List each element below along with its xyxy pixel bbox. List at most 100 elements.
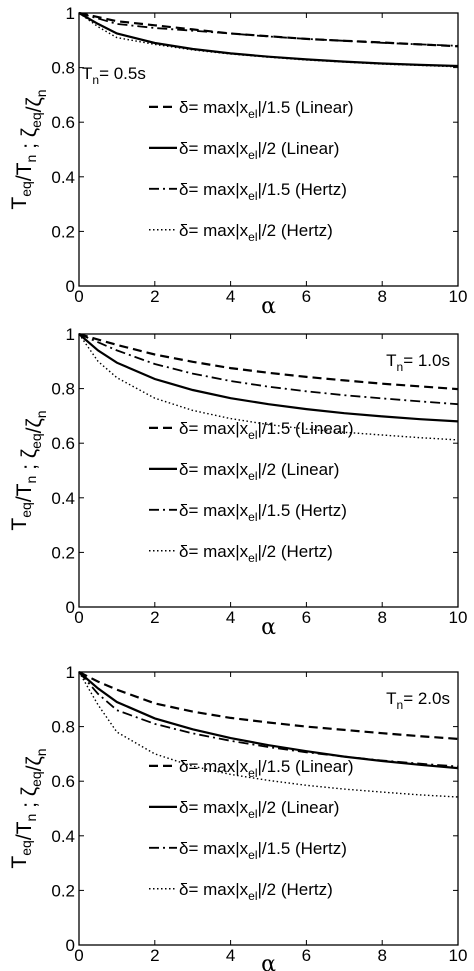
legend-label-pre: δ= max|x <box>179 880 249 899</box>
y-axis-title-sub: n <box>23 814 39 822</box>
legend-label-pre: δ= max|x <box>179 839 249 858</box>
annotation-main: T <box>386 351 396 370</box>
legend-label: δ= max|xel|/2 (Hertz) <box>179 221 333 244</box>
legend-label: δ= max|xel|/2 (Hertz) <box>179 880 333 903</box>
legend-label-sub: el <box>248 807 257 821</box>
legend-label-sub: el <box>248 848 257 862</box>
y-axis-title-part: /ζ <box>23 756 46 771</box>
x-tick-label: 8 <box>377 946 386 965</box>
y-axis-title: Teq/Tn ; ζeq/ζn <box>8 410 49 530</box>
series-line-dashed <box>78 332 459 391</box>
y-axis-title-part: ζ <box>18 787 41 796</box>
x-axis-title: α <box>261 615 276 640</box>
y-tick-label: 0.2 <box>51 222 75 241</box>
legend-label-pre: δ= max|x <box>179 180 249 199</box>
legend-label-post: |/1.5 (Hertz) <box>258 839 347 858</box>
y-tick-label: 0.6 <box>51 113 75 132</box>
legend-label-sub: el <box>248 189 257 203</box>
x-axis-title: α <box>261 294 276 319</box>
plot-frame <box>78 671 459 946</box>
annotation-rest: = 0.5s <box>99 64 146 83</box>
y-tick-label: 0.4 <box>51 168 75 187</box>
y-axis-title-sub: n <box>23 155 39 163</box>
y-axis-title-sub: eq <box>18 502 34 518</box>
y-axis-title-sub: n <box>23 476 39 484</box>
legend-label-pre: δ= max|x <box>179 460 249 479</box>
legend-label-pre: δ= max|x <box>179 221 249 240</box>
y-tick-label: 0.8 <box>51 718 75 737</box>
period-annotation: Tn= 2.0s <box>386 689 450 712</box>
legend-label: δ= max|xel|/2 (Linear) <box>179 798 339 821</box>
x-tick-label: 2 <box>150 946 159 965</box>
y-tick-label: 1 <box>66 4 75 23</box>
legend-label: δ= max|xel|/1.5 (Hertz) <box>179 501 347 524</box>
annotation-main: T <box>386 689 396 708</box>
x-axis-title: α <box>261 952 276 971</box>
y-tick-label: 0 <box>66 936 75 955</box>
y-axis-title-part: ζ <box>18 128 41 137</box>
y-axis-title-part: T <box>8 518 31 531</box>
y-axis-title: Teq/Tn ; ζeq/ζn <box>8 89 49 209</box>
y-axis-title-part: /T <box>13 821 36 840</box>
y-axis-title-sub: eq <box>28 112 44 128</box>
x-tick-label: 6 <box>302 287 311 306</box>
y-tick-label: 0 <box>66 277 75 296</box>
y-axis-title-sub: n <box>33 748 49 756</box>
legend-label-sub: el <box>248 148 257 162</box>
series-line-dashdot <box>78 671 459 768</box>
x-tick-label: 0 <box>74 287 83 306</box>
y-tick-label: 0.4 <box>51 489 75 508</box>
x-tick-label: 2 <box>150 287 159 306</box>
y-axis-title-sub: eq <box>28 771 44 787</box>
x-tick-label: 8 <box>377 608 386 627</box>
legend-label: δ= max|xel|/1.5 (Linear) <box>179 757 354 780</box>
period-annotation: Tn= 1.0s <box>386 351 450 374</box>
legend-label-post: |/2 (Linear) <box>258 139 340 158</box>
x-tick-label: 10 <box>449 287 468 306</box>
legend-label-pre: δ= max|x <box>179 798 249 817</box>
legend-label: δ= max|xel|/1.5 (Linear) <box>179 98 354 121</box>
y-tick-label: 0.8 <box>51 380 75 399</box>
y-axis-title-part: T <box>8 197 31 210</box>
annotation-rest: = 1.0s <box>403 351 450 370</box>
legend-label: δ= max|xel|/1.5 (Hertz) <box>179 839 347 862</box>
legend-label: δ= max|xel|/1.5 (Linear) <box>179 419 354 442</box>
period-annotation: Tn= 0.5s <box>82 64 146 87</box>
legend-label-pre: δ= max|x <box>179 98 249 117</box>
y-tick-label: 0.2 <box>51 881 75 900</box>
annotation-sub: n <box>397 698 404 712</box>
y-tick-label: 0.2 <box>51 543 75 562</box>
legend-label-pre: δ= max|x <box>179 501 249 520</box>
y-axis-title-sub: n <box>33 89 49 97</box>
legend-label-pre: δ= max|x <box>179 419 249 438</box>
legend-label-post: |/1.5 (Hertz) <box>258 180 347 199</box>
legend-label: δ= max|xel|/2 (Linear) <box>179 460 339 483</box>
x-tick-label: 2 <box>150 608 159 627</box>
legend-label-post: |/2 (Linear) <box>258 798 340 817</box>
y-axis-title-part: /ζ <box>23 418 46 433</box>
series-line-dotted <box>78 671 459 798</box>
y-tick-label: 0.6 <box>51 772 75 791</box>
legend-label-sub: el <box>248 766 257 780</box>
legend-label-post: |/2 (Hertz) <box>258 880 333 899</box>
annotation-rest: = 2.0s <box>403 689 450 708</box>
y-tick-label: 1 <box>66 663 75 682</box>
legend-label-sub: el <box>248 107 257 121</box>
y-axis-title-part: /ζ <box>23 97 46 112</box>
y-axis-title-part: ; <box>18 796 41 814</box>
legend-label-post: |/1.5 (Linear) <box>258 757 354 776</box>
y-axis-title-part: T <box>8 856 31 869</box>
annotation-main: T <box>82 64 92 83</box>
y-axis-title: Teq/Tn ; ζeq/ζn <box>8 748 49 868</box>
series-line-solid <box>78 12 459 68</box>
series-line-solid <box>78 333 459 423</box>
x-tick-label: 4 <box>226 608 235 627</box>
x-tick-label: 6 <box>302 608 311 627</box>
x-tick-label: 10 <box>449 608 468 627</box>
y-axis-title-sub: n <box>33 410 49 418</box>
legend-label-sub: el <box>248 428 257 442</box>
x-tick-label: 10 <box>449 946 468 965</box>
